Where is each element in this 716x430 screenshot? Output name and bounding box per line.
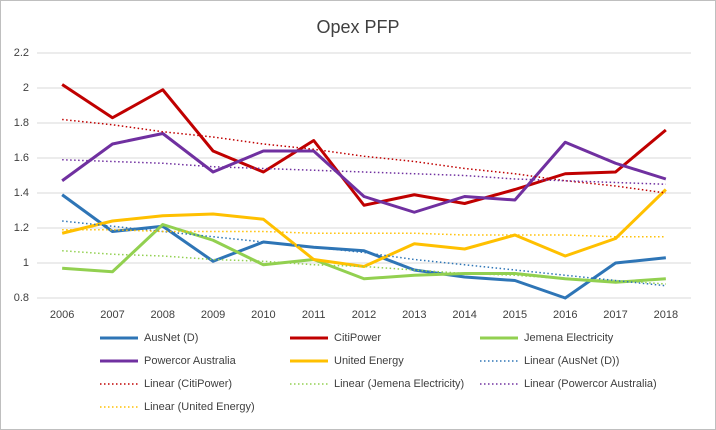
y-tick-label: 2 bbox=[23, 82, 29, 94]
y-tick-label: 2.2 bbox=[14, 47, 29, 59]
legend-label: United Energy bbox=[334, 355, 404, 367]
chart-title: Opex PFP bbox=[316, 17, 399, 37]
y-tick-label: 1 bbox=[23, 257, 29, 269]
x-tick-label: 2017 bbox=[603, 309, 627, 321]
x-tick-label: 2011 bbox=[302, 309, 326, 321]
series-line bbox=[61, 188, 667, 268]
legend-label: Linear (Powercor Australia) bbox=[524, 378, 657, 390]
y-tick-label: 1.8 bbox=[14, 117, 29, 129]
x-tick-label: 2014 bbox=[452, 309, 476, 321]
y-tick-label: 1.6 bbox=[14, 152, 29, 164]
x-tick-label: 2015 bbox=[503, 309, 527, 321]
legend-label: Powercor Australia bbox=[144, 355, 237, 367]
trend-line bbox=[62, 229, 666, 238]
y-tick-label: 1.4 bbox=[14, 187, 29, 199]
y-tick-label: 0.8 bbox=[14, 292, 29, 304]
legend-label: Linear (CitiPower) bbox=[144, 378, 232, 390]
x-tick-label: 2016 bbox=[553, 309, 577, 321]
x-tick-label: 2018 bbox=[654, 309, 678, 321]
series-line bbox=[61, 132, 667, 214]
x-tick-label: 2008 bbox=[151, 309, 175, 321]
x-tick-label: 2010 bbox=[251, 309, 275, 321]
legend-label: Jemena Electricity bbox=[524, 332, 614, 344]
x-tick-label: 2013 bbox=[402, 309, 426, 321]
x-tick-label: 2012 bbox=[352, 309, 376, 321]
series-line bbox=[61, 83, 667, 207]
x-tick-label: 2009 bbox=[201, 309, 225, 321]
trend-line bbox=[62, 250, 666, 285]
legend-label: CitiPower bbox=[334, 332, 381, 344]
legend-label: Linear (Jemena Electricity) bbox=[334, 378, 464, 390]
trend-line bbox=[62, 159, 666, 185]
x-tick-label: 2007 bbox=[100, 309, 124, 321]
series-line bbox=[62, 223, 666, 284]
x-tick-label: 2006 bbox=[50, 309, 74, 321]
legend-label: Linear (United Energy) bbox=[144, 401, 255, 413]
y-tick-label: 1.2 bbox=[14, 222, 29, 234]
legend-label: AusNet (D) bbox=[144, 332, 198, 344]
legend-label: Linear (AusNet (D)) bbox=[524, 355, 619, 367]
trend-line bbox=[62, 118, 666, 194]
